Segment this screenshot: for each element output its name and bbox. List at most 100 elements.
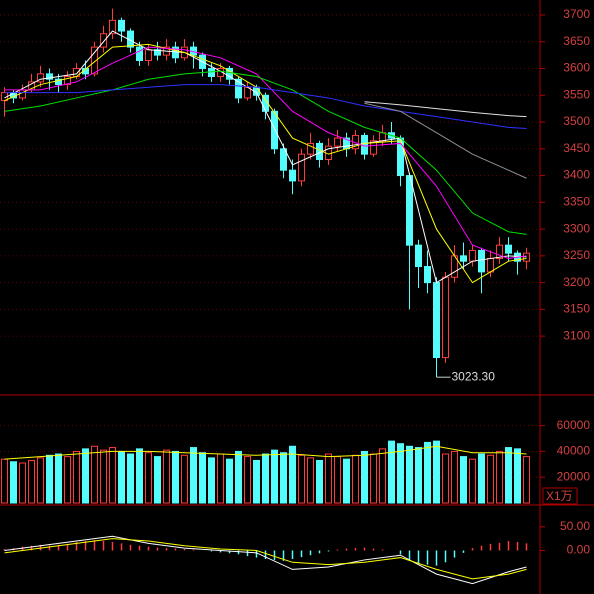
volume-bar (172, 450, 179, 504)
volume-bar (325, 453, 332, 504)
candle-body (91, 46, 98, 75)
candle-body (424, 266, 431, 284)
candle-body (379, 132, 386, 142)
volume-bar (307, 457, 314, 504)
volume-bar (208, 457, 215, 504)
volume-bar (109, 447, 116, 504)
volume-bar (424, 441, 431, 504)
volume-bar (64, 456, 71, 504)
candle-body (496, 244, 503, 260)
volume-bar (442, 453, 449, 504)
candle-body (280, 148, 287, 171)
volume-bar (226, 458, 233, 504)
y-tick-label: 3400 (563, 168, 590, 182)
volume-bar (361, 450, 368, 504)
volume-bar (100, 449, 107, 504)
candle-body (505, 244, 512, 254)
volume-bar (235, 450, 242, 504)
y-tick-label: 50.00 (560, 519, 590, 533)
volume-bar (388, 440, 395, 504)
volume-bar (244, 456, 251, 504)
y-tick-label: 3350 (563, 194, 590, 208)
volume-bar (523, 456, 530, 504)
volume-bar (253, 459, 260, 504)
volume-bar (37, 457, 44, 504)
volume-bar (280, 452, 287, 504)
volume-bar (163, 449, 170, 504)
volume-bar (397, 443, 404, 504)
candle-body (100, 33, 107, 48)
y-tick-label: 0.00 (567, 543, 591, 557)
volume-bar (127, 453, 134, 504)
volume-bar (28, 459, 35, 504)
ma-line (4, 538, 527, 580)
volume-bar (217, 453, 224, 504)
ma-line (364, 101, 527, 118)
volume-bar (289, 445, 296, 504)
y-tick-label: 3150 (563, 302, 590, 316)
volume-bar (505, 447, 512, 504)
volume-bar (154, 456, 161, 504)
y-tick-label: 60000 (557, 418, 591, 432)
candle-body (298, 153, 305, 182)
volume-bar (10, 461, 17, 504)
candle-body (208, 68, 215, 78)
candle-body (55, 78, 62, 86)
candle-body (433, 282, 440, 359)
y-tick-label: 3200 (563, 275, 590, 289)
volume-bar (118, 450, 125, 504)
volume-bar (343, 458, 350, 504)
candle-body (118, 19, 125, 32)
candle-body (370, 140, 377, 155)
y-tick-label: 40000 (557, 444, 591, 458)
ma-line (4, 84, 527, 129)
volume-bar (316, 459, 323, 504)
volume-bar (379, 448, 386, 504)
volume-bar (406, 445, 413, 504)
y-tick-label: 3500 (563, 114, 590, 128)
candle-body (415, 244, 422, 268)
candle-body (487, 258, 494, 273)
volume-bar (451, 450, 458, 504)
candle-body (235, 78, 242, 99)
y-tick-label: 3700 (563, 7, 590, 21)
candle-body (271, 110, 278, 150)
candle-body (64, 76, 71, 86)
volume-bar (460, 456, 467, 504)
ma-line (4, 535, 527, 585)
candle-body (109, 19, 116, 35)
candle-body (154, 49, 161, 56)
volume-bar (145, 452, 152, 504)
unit-box (542, 487, 578, 505)
volume-bar (271, 449, 278, 504)
candle-body (289, 169, 296, 182)
volume-bar (73, 450, 80, 504)
volume-bar (370, 453, 377, 504)
volume-bar (469, 458, 476, 504)
candle-body (136, 46, 143, 61)
y-tick-label: 20000 (557, 469, 591, 483)
volume-bar (415, 447, 422, 504)
y-tick-label: 3250 (563, 248, 590, 262)
y-tick-label: 3600 (563, 61, 590, 75)
ma-line (4, 46, 527, 260)
volume-bar (352, 454, 359, 504)
volume-bar (190, 447, 197, 504)
volume-bar (298, 454, 305, 504)
low-annotation: 3023.30 (452, 369, 496, 383)
candle-body (226, 68, 233, 80)
candle-body (307, 142, 314, 155)
volume-bar (496, 450, 503, 504)
volume-bar (334, 456, 341, 504)
volume-bar (514, 448, 521, 504)
volume-bar (19, 462, 26, 504)
volume-bar (1, 458, 8, 504)
candle-body (334, 137, 341, 147)
ma-line (4, 445, 527, 460)
candle-body (37, 73, 44, 83)
candle-body (361, 134, 368, 155)
volume-bar (91, 445, 98, 504)
volume-bar (181, 454, 188, 504)
candle-body (460, 255, 467, 262)
